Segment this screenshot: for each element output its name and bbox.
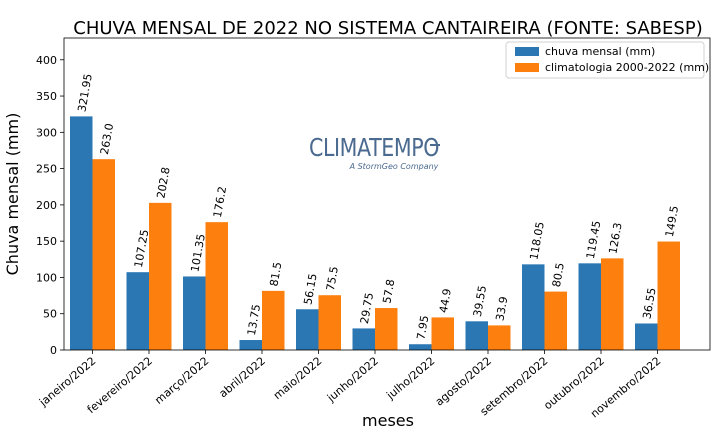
bar-value-label: 126.3 (606, 222, 624, 255)
bar-value-label: 107.25 (132, 229, 151, 269)
x-tick-label-abril-2022: abril/2022 (217, 354, 268, 400)
y-tick-label: 0 (50, 344, 57, 357)
bar-chuva-agosto-2022 (465, 321, 488, 350)
x-tick-label-maio-2022: maio/2022 (271, 354, 325, 402)
bar-chuva-setembro-2022 (522, 264, 545, 350)
bar-value-label: 56.15 (301, 273, 319, 306)
bar-value-label: 118.05 (527, 221, 546, 261)
bar-chuva-outubro-2022 (578, 263, 601, 350)
watermark-tagline: A StormGeo Company (349, 162, 439, 171)
bar-chuva-fevereiro-2022 (126, 272, 149, 350)
y-tick-label: 300 (36, 126, 57, 139)
x-tick-label-marco-2022: março/2022 (152, 354, 211, 407)
bar-value-label: 149.5 (663, 205, 681, 238)
bar-value-label: 13.75 (245, 303, 263, 336)
bar-value-label: 119.45 (584, 220, 603, 260)
bar-value-label: 101.35 (188, 233, 207, 273)
chart-title: CHUVA MENSAL DE 2022 NO SISTEMA CANTAIRE… (73, 18, 702, 39)
bar-value-label: 75.5 (324, 265, 341, 291)
legend-label-climatologia: climatologia 2000-2022 (mm) (545, 61, 709, 74)
bar-climatologia-setembro-2022 (544, 291, 567, 350)
bar-chuva-novembro-2022 (635, 323, 658, 350)
x-tick-label-julho-2022: julho/2022 (383, 354, 437, 402)
legend-swatch-chuva (515, 47, 539, 56)
bar-climatologia-maio-2022 (318, 295, 341, 350)
y-tick-label: 350 (36, 90, 57, 103)
climatempo-watermark: CLIMATEMPO A StormGeo Company (309, 133, 440, 171)
x-tick-label-janeiro-2022: janeiro/2022 (36, 354, 98, 409)
bar-chuva-marco-2022 (183, 276, 206, 350)
bar-climatologia-junho-2022 (375, 308, 398, 350)
bar-climatologia-outubro-2022 (601, 258, 624, 350)
legend: chuva mensal (mm) climatologia 2000-2022… (505, 41, 709, 79)
bar-climatologia-marco-2022 (205, 222, 228, 350)
y-tick-label: 50 (43, 308, 57, 321)
bar-value-label: 7.95 (414, 314, 431, 340)
y-axis: 0 50 100 150 200 250 300 350 400 (36, 54, 64, 357)
bar-value-label: 33.9 (493, 296, 510, 322)
bars-layer (70, 116, 680, 350)
legend-swatch-climatologia (515, 63, 539, 72)
bar-value-label: 39.55 (471, 285, 489, 318)
bar-climatologia-abril-2022 (262, 290, 285, 350)
y-tick-label: 200 (36, 199, 57, 212)
plot-frame (63, 37, 711, 351)
bar-climatologia-julho-2022 (431, 317, 454, 350)
bar-climatologia-agosto-2022 (488, 325, 511, 350)
x-tick-label-junho-2022: junho/2022 (324, 354, 381, 405)
bar-value-label: 202.8 (154, 166, 172, 199)
watermark-brand: CLIMATEMPO (309, 133, 439, 162)
bar-value-label: 321.95 (75, 73, 94, 113)
bar-chuva-maio-2022 (296, 309, 319, 350)
bar-value-label: 176.2 (211, 185, 229, 218)
bar-chuva-julho-2022 (409, 344, 432, 350)
legend-box (505, 41, 705, 79)
bar-value-label: 80.5 (550, 262, 567, 288)
y-tick-label: 150 (36, 235, 57, 248)
legend-label-chuva: chuva mensal (mm) (545, 45, 655, 58)
bar-climatologia-janeiro-2022 (92, 159, 115, 350)
y-axis-label: Chuva mensal (mm) (3, 113, 22, 276)
bar-climatologia-novembro-2022 (657, 241, 680, 350)
bar-climatologia-fevereiro-2022 (149, 202, 172, 350)
y-tick-label: 250 (36, 163, 57, 176)
bar-chuva-janeiro-2022 (70, 116, 93, 350)
bar-value-label: 36.55 (640, 287, 658, 320)
bar-value-label: 44.9 (437, 288, 454, 314)
bar-value-label: 29.75 (358, 292, 376, 325)
watermark-brand-mark (430, 144, 440, 146)
y-tick-label: 400 (36, 54, 57, 67)
x-axis-label: meses (362, 411, 414, 430)
y-tick-label: 100 (36, 271, 57, 284)
bar-value-label: 81.5 (267, 261, 284, 287)
bar-chuva-abril-2022 (239, 340, 262, 350)
bar-value-label: 57.8 (380, 278, 397, 304)
bar-value-label: 263.0 (98, 122, 116, 155)
bar-chuva-junho-2022 (352, 328, 375, 350)
x-tick-label-agosto-2022: agosto/2022 (433, 354, 494, 408)
